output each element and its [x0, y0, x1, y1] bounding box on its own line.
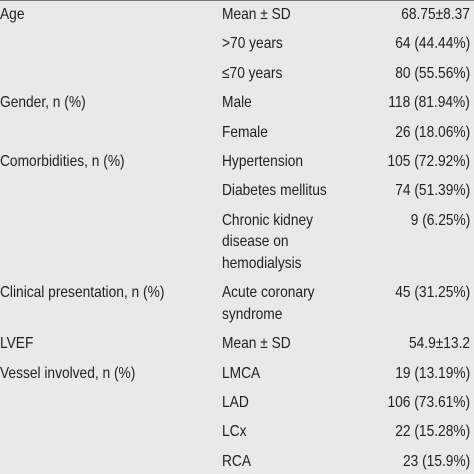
- row-item: Female: [222, 123, 268, 141]
- row-item: Mean ± SD: [222, 6, 291, 23]
- row-value: 23 (15.9%): [402, 452, 470, 470]
- row-item: syndrome: [222, 305, 283, 323]
- row-item: Hypertension: [222, 153, 304, 170]
- row-item: RCA: [222, 452, 252, 470]
- row-item: ≤70 years: [222, 64, 283, 82]
- row-item: >70 years: [222, 35, 283, 53]
- row-item: hemodialysis: [222, 254, 302, 272]
- row-value: 64 (44.44%): [395, 35, 470, 53]
- row-label: Clinical presentation, n (%): [0, 284, 165, 302]
- row-value: 118 (81.94%): [388, 94, 470, 112]
- row-value: 80 (55.56%): [395, 64, 470, 82]
- row-label: LVEF: [0, 335, 34, 353]
- row-label: Comorbidities, n (%): [0, 153, 125, 170]
- row-value: 26 (18.06%): [395, 123, 470, 141]
- row-value: 74 (51.39%): [395, 182, 470, 200]
- row-item: LAD: [222, 393, 249, 411]
- row-item: Mean ± SD: [222, 335, 291, 353]
- row-item: LMCA: [222, 364, 261, 382]
- row-value: 106 (73.61%): [387, 393, 470, 411]
- row-label: Vessel involved, n (%): [0, 364, 136, 382]
- row-item: Chronic kidney: [222, 211, 314, 229]
- row-item: LCx: [222, 423, 247, 441]
- row-item: disease on: [222, 233, 289, 251]
- row-value: 54.9±13.2: [408, 335, 470, 353]
- row-value: 9 (6.25%): [410, 211, 470, 229]
- row-value: 68.75±8.37: [401, 6, 470, 23]
- row-value: 105 (72.92%): [387, 153, 470, 170]
- row-label: Age: [0, 6, 25, 23]
- row-item: Male: [222, 94, 252, 112]
- row-value: 45 (31.25%): [395, 284, 470, 302]
- row-label: Gender, n (%): [0, 94, 86, 112]
- row-item: Acute coronary: [222, 284, 315, 302]
- row-item: Diabetes mellitus: [222, 182, 327, 200]
- row-value: 19 (13.19%): [395, 364, 470, 382]
- row-value: 22 (15.28%): [395, 423, 470, 441]
